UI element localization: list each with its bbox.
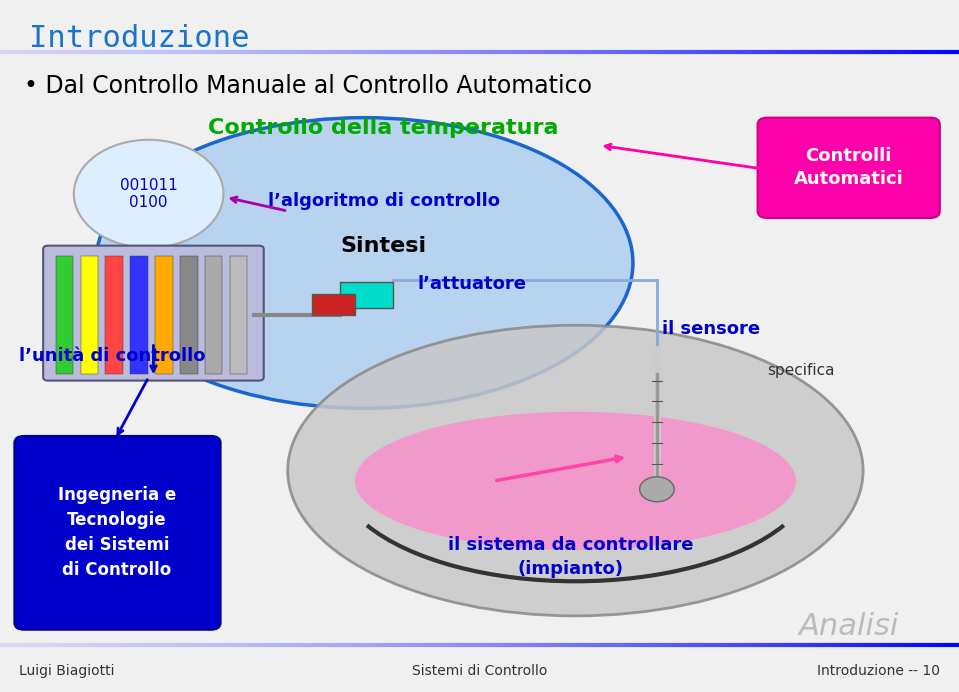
Text: 001011
0100: 001011 0100 bbox=[120, 178, 177, 210]
Bar bbox=[105, 256, 123, 374]
Bar bbox=[130, 256, 148, 374]
Text: il sistema da controllare
(impianto): il sistema da controllare (impianto) bbox=[448, 536, 693, 578]
Ellipse shape bbox=[96, 118, 633, 408]
Text: • Dal Controllo Manuale al Controllo Automatico: • Dal Controllo Manuale al Controllo Aut… bbox=[24, 74, 592, 98]
Text: Introduzione -- 10: Introduzione -- 10 bbox=[817, 664, 940, 678]
FancyBboxPatch shape bbox=[14, 436, 221, 630]
Text: Controlli
Automatici: Controlli Automatici bbox=[794, 147, 903, 188]
Text: specifica: specifica bbox=[767, 363, 834, 378]
Text: l’unità di controllo: l’unità di controllo bbox=[19, 347, 205, 365]
Bar bbox=[155, 256, 173, 374]
Text: Sistemi di Controllo: Sistemi di Controllo bbox=[411, 664, 548, 678]
Text: Ingegneria e
Tecnologie
dei Sistemi
di Controllo: Ingegneria e Tecnologie dei Sistemi di C… bbox=[58, 486, 176, 579]
FancyBboxPatch shape bbox=[758, 118, 940, 218]
Text: Analisi: Analisi bbox=[799, 612, 899, 641]
Bar bbox=[340, 282, 393, 308]
Bar bbox=[180, 256, 198, 374]
Ellipse shape bbox=[355, 412, 796, 550]
Bar bbox=[56, 256, 73, 374]
Text: Sintesi: Sintesi bbox=[340, 236, 427, 255]
Text: Introduzione: Introduzione bbox=[29, 24, 249, 53]
Text: l’attuatore: l’attuatore bbox=[417, 275, 526, 293]
Bar bbox=[230, 256, 247, 374]
Text: il sensore: il sensore bbox=[662, 320, 760, 338]
FancyBboxPatch shape bbox=[43, 246, 264, 381]
Bar bbox=[81, 256, 98, 374]
Circle shape bbox=[640, 477, 674, 502]
Bar bbox=[205, 256, 222, 374]
Text: Controllo della temperatura: Controllo della temperatura bbox=[208, 118, 559, 138]
Circle shape bbox=[74, 140, 223, 248]
Ellipse shape bbox=[288, 325, 863, 616]
Bar bbox=[312, 294, 355, 315]
Text: l’algoritmo di controllo: l’algoritmo di controllo bbox=[268, 192, 500, 210]
Text: Luigi Biagiotti: Luigi Biagiotti bbox=[19, 664, 115, 678]
